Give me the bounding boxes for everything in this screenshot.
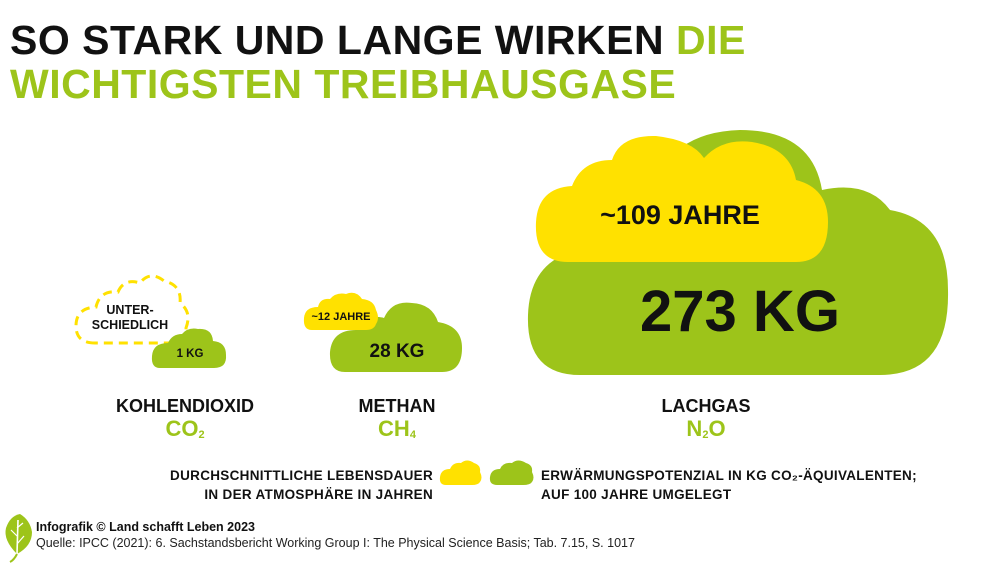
gas-formula-n2o: N2O: [606, 416, 806, 442]
co2-lifetime-line1: UNTER-: [106, 303, 154, 317]
gas-formula-ch4: CH4: [297, 416, 497, 442]
co2-potential-label: 1 KG: [176, 348, 204, 360]
legend-lifetime: DURCHSCHNITTLICHE LEBENSDAUER IN DER ATM…: [170, 466, 433, 504]
title-dark-part: SO STARK UND LANGE WIRKEN: [10, 17, 665, 63]
page-title: SO STARK UND LANGE WIRKEN DIE WICHTIGSTE…: [10, 18, 746, 106]
gas-formula-co2: CO2: [85, 416, 285, 442]
n2o-lifetime-cloud-icon: [535, 135, 828, 262]
formula-sub: 2: [198, 429, 205, 441]
legend-potential-line1: ERWÄRMUNGSPOTENZIAL IN KG CO₂-ÄQUIVALENT…: [541, 468, 917, 483]
leaf-icon: [5, 514, 32, 563]
n2o-lifetime-label: ~109 JAHRE: [600, 200, 760, 230]
legend-potential-cloud-icon: [489, 460, 534, 485]
footer-source: Quelle: IPCC (2021): 6. Sachstandsberich…: [36, 536, 635, 550]
formula-main: CH: [378, 416, 410, 441]
ch4-potential-cloud-icon: [329, 302, 462, 372]
n2o-potential-label: 273 KG: [640, 279, 840, 344]
co2-lifetime-line2: SCHIEDLICH: [91, 318, 169, 332]
legend-lifetime-line1: DURCHSCHNITTLICHE LEBENSDAUER: [170, 468, 433, 483]
gas-name-n2o: LACHGAS: [661, 396, 751, 416]
ch4-potential-label: 28 KG: [369, 341, 425, 362]
title-green-part-1: DIE: [675, 17, 746, 63]
co2-potential-cloud-icon: [151, 328, 227, 368]
formula-sub: 4: [409, 429, 416, 441]
ch4-lifetime-label: ~12 JAHRE: [311, 311, 371, 323]
gas-name-ch4: METHAN: [358, 396, 436, 416]
title-green-part-2: WICHTIGSTEN TREIBHAUSGASE: [10, 61, 677, 107]
co2-lifetime-cloud-icon: [74, 274, 190, 345]
formula-tail: O: [708, 416, 726, 441]
legend-lifetime-line2: IN DER ATMOSPHÄRE IN JAHREN: [204, 487, 433, 502]
footer-credit: Infografik © Land schafft Leben 2023: [36, 520, 255, 534]
co2-lifetime-label: UNTER- SCHIEDLICH: [80, 303, 180, 333]
legend-lifetime-cloud-icon: [439, 460, 482, 485]
legend-potential: ERWÄRMUNGSPOTENZIAL IN KG CO₂-ÄQUIVALENT…: [541, 466, 917, 504]
gas-name-co2: KOHLENDIOXID: [115, 396, 254, 416]
formula-main: CO: [165, 416, 199, 441]
ch4-lifetime-cloud-icon: [303, 292, 378, 330]
legend-potential-line2: AUF 100 JAHRE UMGELEGT: [541, 487, 732, 502]
formula-sub: 2: [702, 429, 709, 441]
formula-main: N: [686, 416, 703, 441]
